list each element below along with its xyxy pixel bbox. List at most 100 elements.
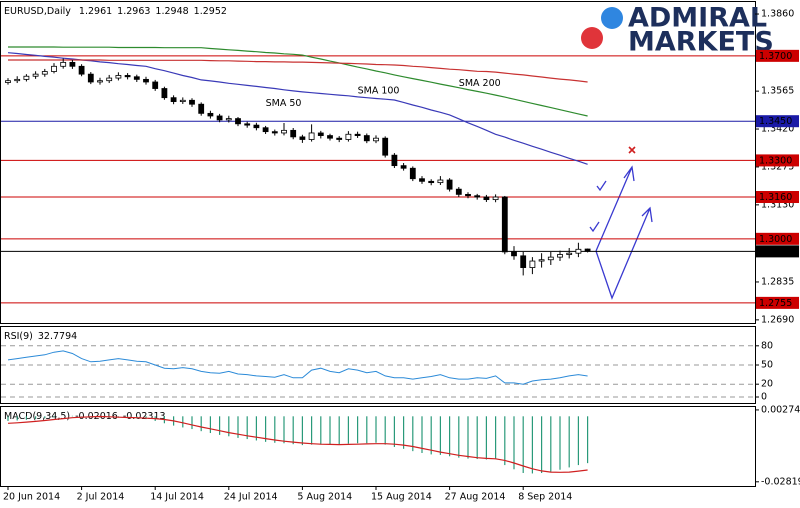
candle-body (235, 118, 241, 125)
sma-line (8, 59, 588, 83)
candle-body (69, 61, 76, 67)
low-value: 1.2948 (155, 6, 188, 17)
sma-label: SMA 200 (459, 78, 501, 89)
logo-dot (601, 7, 623, 29)
candle-body (253, 124, 260, 129)
x-tick-label: 20 Jun 2014 (3, 492, 60, 503)
candle-body (106, 77, 113, 82)
logo: ADMIRAL MARKETS (581, 3, 774, 58)
candle-body (566, 252, 573, 255)
level-label: 1.3300 (759, 155, 792, 166)
y-tick-label: 1.2835 (761, 276, 794, 287)
macd-value: -0.02016 (75, 411, 118, 422)
y-tick-label: 1.3275 (761, 161, 794, 172)
candle-body (483, 196, 490, 201)
arrow (595, 206, 653, 300)
level-label: 1.3450 (759, 116, 792, 127)
sma-line (7, 52, 588, 165)
candle-body (271, 131, 278, 134)
macd-header: MACD(9,34,5) -0.02016 -0.02313 (4, 411, 166, 422)
candle-body (60, 61, 67, 67)
level-box (756, 49, 799, 62)
candle-body (400, 165, 407, 169)
candle-body (511, 251, 517, 257)
candle-body (363, 135, 370, 142)
candle-body (23, 75, 30, 80)
candle-body (520, 255, 527, 268)
y-tick-label: 0 (761, 391, 767, 402)
y-tick-label: 1.3420 (761, 124, 794, 135)
candle-body (170, 97, 177, 102)
candle-body (32, 73, 39, 77)
level-label: 1.3000 (759, 234, 792, 245)
candle-body (198, 103, 205, 114)
candle-body (281, 129, 287, 134)
y-tick-label: -0.02819 (761, 476, 800, 487)
sma-line (8, 46, 588, 117)
candle-body (133, 76, 140, 80)
check-mark (596, 180, 607, 192)
x-tick-label: 27 Aug 2014 (445, 492, 506, 503)
candle-body (225, 118, 232, 121)
candle-body (474, 195, 481, 198)
macd-title: MACD(9,34,5) (4, 411, 70, 422)
candle-body (327, 135, 333, 139)
high-value: 1.2963 (117, 6, 150, 17)
candle-body (87, 73, 94, 83)
candle-body (115, 75, 122, 79)
candle-body (308, 132, 315, 140)
level-label: 1.3700 (759, 51, 792, 62)
candle-body (244, 123, 251, 126)
logo-dot (581, 27, 603, 49)
candle-body (152, 81, 159, 89)
level-label: 1.3160 (759, 192, 792, 203)
candle-body (373, 137, 379, 142)
signal-line (7, 415, 588, 473)
sma-label: SMA 50 (266, 98, 302, 109)
candle-body (143, 78, 149, 83)
candle-body (78, 65, 85, 75)
close-value: 1.2952 (194, 6, 227, 17)
candle-body (446, 179, 453, 190)
y-tick-label: 20 (761, 379, 773, 390)
candle-body (5, 80, 11, 83)
cross-mark (628, 146, 636, 154)
y-tick-label: 0.00274 (761, 404, 800, 415)
candle-body (207, 112, 214, 117)
level-box (756, 191, 799, 204)
y-tick-label: 1.3130 (761, 199, 794, 210)
candle-body (529, 260, 536, 268)
price-panel (0, 1, 756, 324)
candle-body (547, 256, 554, 261)
x-tick-label: 8 Sep 2014 (518, 492, 572, 503)
macd-panel (0, 406, 756, 487)
annotations (589, 146, 653, 300)
candle-body (161, 88, 168, 99)
open-value: 1.2961 (79, 6, 112, 17)
candle-body (97, 80, 103, 83)
x-tick-label: 2 Jul 2014 (77, 492, 125, 503)
candle-body (124, 75, 131, 78)
y-tick-label: 1.3565 (761, 86, 794, 97)
candle-body (391, 154, 398, 167)
signal-value: -0.02313 (123, 411, 166, 422)
candle-body (557, 254, 563, 258)
level-label: 1.2952 (759, 246, 792, 257)
x-tick-label: 14 Jul 2014 (150, 492, 204, 503)
candle-body (465, 193, 471, 197)
y-tick-label: 50 (761, 360, 773, 371)
candle-body (290, 129, 297, 138)
candle-body (409, 167, 416, 180)
level-box (756, 296, 799, 309)
candle-body (317, 132, 324, 136)
y-tick-label: 1.2690 (761, 314, 794, 325)
candle-body (584, 248, 591, 252)
level-box (756, 245, 799, 258)
candle-body (179, 99, 186, 102)
candle-body (189, 99, 195, 105)
candle-body (428, 180, 435, 184)
candle-body (14, 78, 21, 82)
candle-body (354, 133, 361, 136)
rsi-title: RSI(9) (4, 331, 33, 342)
